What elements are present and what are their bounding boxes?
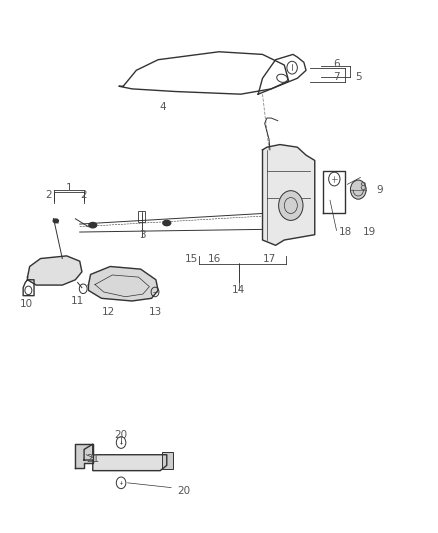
Text: 2: 2 (80, 190, 87, 200)
Text: 14: 14 (232, 285, 245, 295)
Polygon shape (28, 256, 82, 285)
Text: 21: 21 (86, 454, 99, 464)
Text: 6: 6 (333, 59, 340, 69)
Bar (162, 451, 173, 469)
Bar (138, 211, 145, 222)
Text: 4: 4 (159, 102, 166, 112)
Polygon shape (88, 266, 158, 301)
Text: 9: 9 (377, 184, 383, 195)
Text: 10: 10 (20, 298, 33, 309)
Text: 7: 7 (333, 71, 340, 82)
Text: 17: 17 (263, 254, 276, 263)
Polygon shape (75, 444, 93, 468)
Circle shape (279, 191, 303, 220)
Ellipse shape (53, 219, 58, 223)
Text: 16: 16 (208, 254, 221, 263)
Bar (162, 451, 173, 469)
Text: 11: 11 (71, 296, 84, 306)
Text: 20: 20 (114, 430, 127, 440)
Text: 1: 1 (66, 183, 72, 193)
Polygon shape (84, 444, 167, 471)
Polygon shape (262, 144, 315, 245)
Ellipse shape (163, 220, 171, 225)
Text: 8: 8 (359, 182, 366, 192)
Text: 13: 13 (149, 306, 162, 317)
Text: 3: 3 (140, 230, 146, 240)
Text: 15: 15 (185, 254, 198, 263)
Ellipse shape (89, 222, 97, 228)
Text: 2: 2 (45, 190, 52, 200)
Text: 5: 5 (355, 71, 362, 82)
Circle shape (350, 180, 366, 199)
Text: 19: 19 (363, 227, 376, 237)
Text: 20: 20 (178, 486, 191, 496)
Text: 18: 18 (339, 227, 352, 237)
Text: 12: 12 (101, 306, 115, 317)
